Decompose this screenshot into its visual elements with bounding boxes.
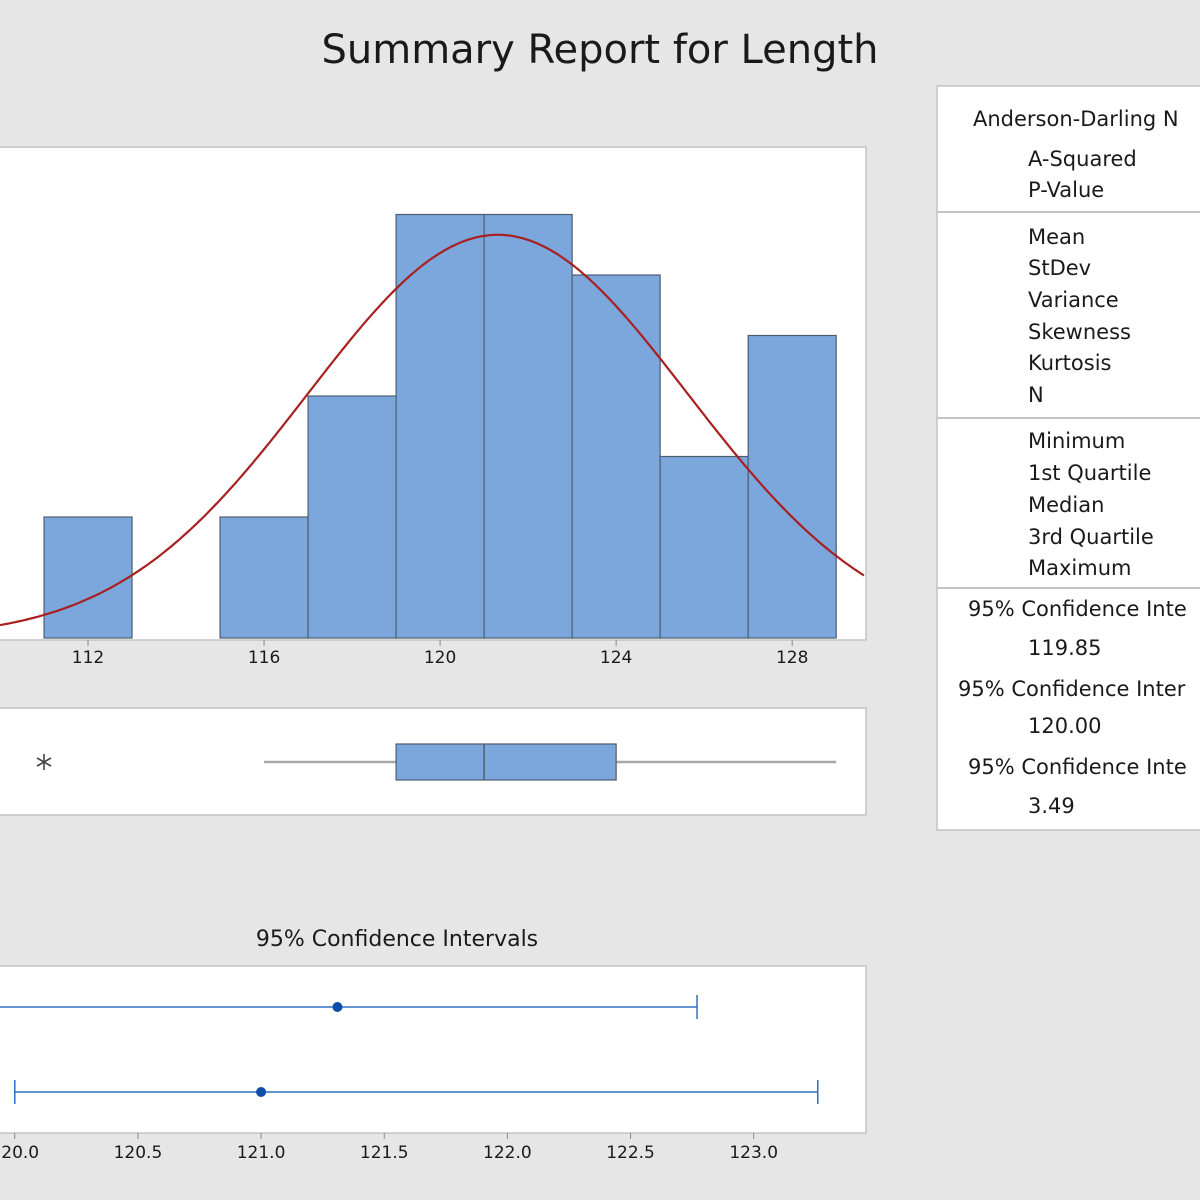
stats-label: P-Value	[1028, 178, 1104, 202]
report-title: Summary Report for Length	[321, 27, 878, 73]
ci-value: 120.00	[1028, 714, 1101, 738]
bar	[483, 213, 573, 639]
stats-label: N	[1028, 383, 1044, 407]
x-tick-label: 116	[248, 648, 280, 668]
x-tick-label: 124	[600, 648, 632, 668]
stats-label: StDev	[1028, 256, 1091, 280]
bar	[659, 455, 749, 639]
ci-value: 3.49	[1028, 794, 1075, 818]
stats-label: A-Squared	[1028, 147, 1137, 171]
bar	[747, 334, 837, 639]
box	[395, 743, 617, 781]
interval-point	[256, 1087, 267, 1097]
stats-label: Mean	[1028, 225, 1085, 249]
x-tick-label: 123.0	[729, 1143, 778, 1163]
ci-value: 119.85	[1028, 636, 1101, 660]
bar	[219, 516, 309, 639]
bar	[571, 274, 661, 639]
ci-header: 95% Confidence Inte	[968, 597, 1187, 621]
stats-label: 1st Quartile	[1028, 461, 1151, 485]
bar	[395, 213, 485, 639]
x-tick-label: 112	[72, 648, 104, 668]
stats-header: Anderson-Darling N	[973, 107, 1179, 131]
x-tick-label: 120	[424, 648, 456, 668]
x-tick-label: 128	[776, 648, 808, 668]
bar	[307, 395, 397, 639]
stats-label: Variance	[1028, 288, 1119, 312]
stats-label: Maximum	[1028, 556, 1131, 580]
x-tick-label: 122.0	[483, 1143, 532, 1163]
stats-label: Kurtosis	[1028, 351, 1111, 375]
bar	[43, 516, 133, 639]
ci-header: 95% Confidence Inter	[958, 677, 1186, 701]
x-tick-label: 120.5	[114, 1143, 163, 1163]
interval-point	[332, 1002, 343, 1012]
stats-panel	[936, 85, 1200, 831]
x-tick-label: 121.5	[360, 1143, 409, 1163]
stats-label: Minimum	[1028, 429, 1125, 453]
stats-label: 3rd Quartile	[1028, 525, 1154, 549]
interval-panel	[0, 965, 867, 1134]
stats-label: Skewness	[1028, 320, 1131, 344]
fit-curve	[0, 233, 865, 627]
x-tick-label: 120.0	[0, 1143, 39, 1163]
stats-label: Median	[1028, 493, 1104, 517]
x-tick-label: 122.5	[606, 1143, 655, 1163]
ci-header: 95% Confidence Inte	[968, 755, 1187, 779]
interval-title: 95% Confidence Intervals	[256, 927, 538, 952]
x-tick-label: 121.0	[237, 1143, 286, 1163]
outlier	[36, 754, 52, 770]
